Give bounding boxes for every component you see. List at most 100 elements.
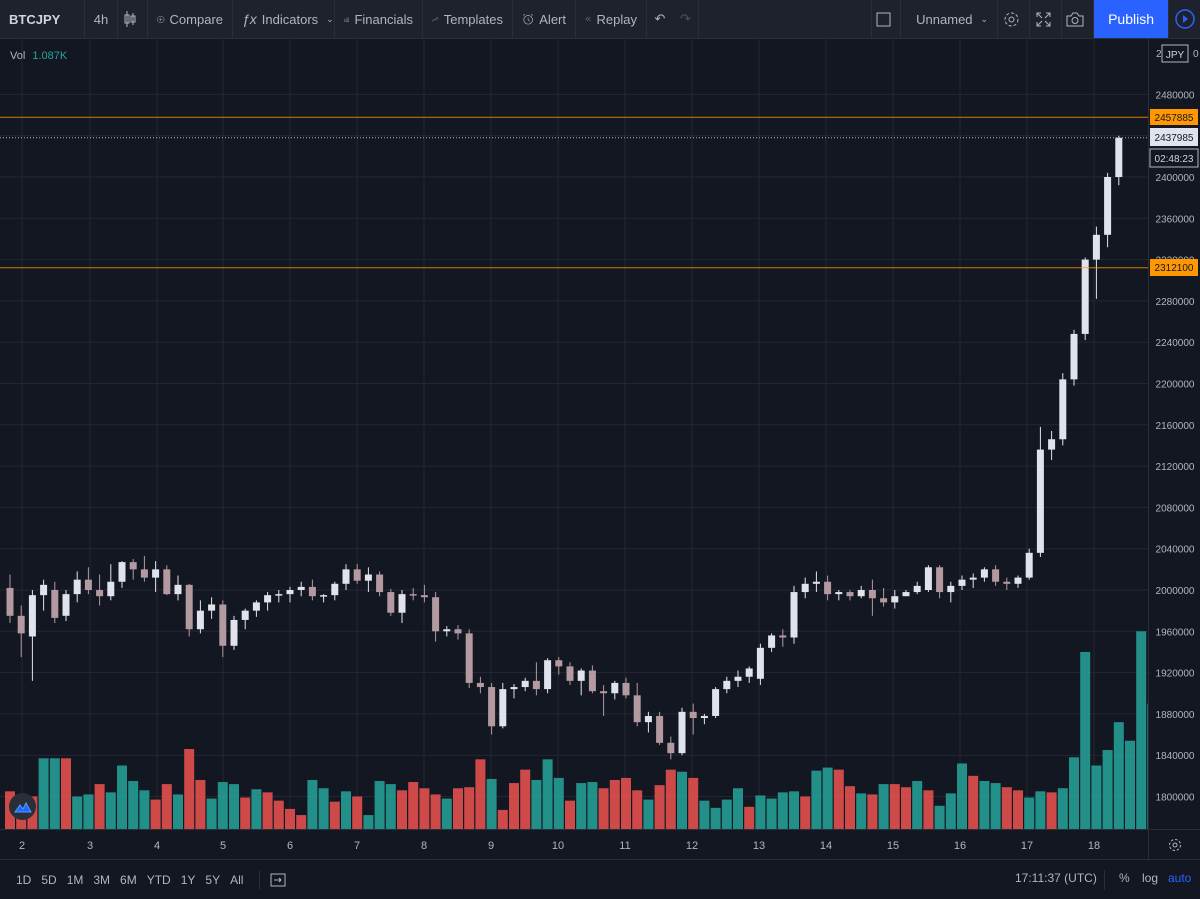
interval-button[interactable]: 4h — [85, 0, 118, 38]
candle-body — [644, 715, 652, 723]
fullscreen-button[interactable] — [1030, 0, 1063, 38]
candle-body — [286, 590, 294, 595]
range-5y-button[interactable]: 5Y — [205, 872, 221, 887]
candle-body — [633, 695, 641, 723]
candle-body — [891, 596, 899, 603]
axis-settings-button[interactable] — [1148, 830, 1200, 860]
range-all-button[interactable]: All — [230, 872, 244, 887]
templates-icon — [432, 16, 439, 22]
volume-bar — [520, 769, 531, 829]
price-axis-label: 2160000 — [1156, 421, 1195, 432]
candle-body — [1003, 581, 1011, 584]
volume-bar — [497, 809, 508, 829]
alarm-clock-icon — [523, 13, 534, 25]
volume-bar — [1113, 722, 1124, 829]
candle-body — [1104, 177, 1112, 235]
range-1d-button[interactable]: 1D — [16, 872, 32, 887]
range-5d-button[interactable]: 5D — [41, 872, 57, 887]
alert-label: Alert — [539, 11, 566, 27]
candle-body — [62, 594, 70, 616]
range-1m-button[interactable]: 1M — [66, 872, 84, 887]
replay-button[interactable]: Replay — [576, 0, 647, 38]
candle-body — [734, 676, 742, 681]
log-scale-button[interactable]: log — [1142, 871, 1159, 885]
auto-scale-button[interactable]: auto — [1168, 871, 1192, 885]
compare-button[interactable]: Compare — [148, 0, 233, 38]
candle-body — [689, 711, 697, 719]
candle-body — [364, 574, 372, 581]
range-ytd-button[interactable]: YTD — [146, 872, 171, 887]
range-6m-button[interactable]: 6M — [120, 872, 137, 887]
settings-button[interactable] — [998, 0, 1031, 38]
volume-bar — [587, 782, 598, 829]
alert-button[interactable]: Alert — [513, 0, 576, 38]
utc-clock[interactable]: 17:11:37 (UTC) — [1015, 871, 1097, 885]
volume-legend-label: Vol — [10, 50, 26, 62]
candle-body — [40, 584, 48, 596]
candle-body — [700, 715, 708, 719]
candle-body — [275, 594, 283, 596]
volume-bar — [374, 781, 385, 829]
chevron-down-icon: ⌄ — [980, 13, 989, 24]
templates-button[interactable]: Templates — [423, 0, 513, 38]
price-label-partial-right: 0 — [1193, 49, 1199, 60]
time-axis[interactable]: 2 3 4 5 6 7 8 9 10 11 12 13 14 15 16 17 … — [0, 829, 1200, 860]
volume-bar — [733, 788, 743, 829]
volume-bar — [307, 779, 318, 829]
candle-body — [208, 604, 216, 611]
price-axis[interactable]: 2480000244000024000002360000232000022800… — [1148, 38, 1200, 829]
volume-bar — [621, 777, 631, 829]
candle-body — [835, 592, 843, 595]
snapshot-button[interactable] — [1062, 0, 1095, 38]
cloud-icon — [910, 18, 912, 20]
volume-bar — [531, 779, 542, 829]
volume-bar — [1013, 790, 1023, 829]
time-label: 9 — [488, 840, 494, 852]
publish-button[interactable]: Publish — [1094, 0, 1168, 38]
volume-bar — [654, 785, 665, 829]
candle-body — [1070, 333, 1078, 380]
symbol-search-button[interactable]: BTCJPY — [0, 0, 85, 38]
candle-body — [1092, 234, 1100, 260]
volume-bar — [934, 805, 945, 829]
undo-button[interactable]: ↶ — [647, 0, 673, 38]
volume-bar — [990, 783, 1001, 829]
indicators-button[interactable]: ƒx Indicators ⌄ — [233, 0, 335, 38]
candle-body — [924, 567, 932, 590]
range-1y-button[interactable]: 1Y — [180, 872, 196, 887]
candle-body — [432, 597, 440, 632]
chart-type-button[interactable] — [118, 0, 148, 38]
range-3m-button[interactable]: 3M — [93, 872, 111, 887]
time-label: 18 — [1088, 840, 1100, 852]
play-circle-icon — [1174, 9, 1195, 29]
goto-date-button[interactable] — [270, 872, 286, 888]
candle-body — [1048, 439, 1056, 450]
layout-select-button[interactable] — [871, 0, 902, 38]
logo-button[interactable] — [9, 793, 36, 820]
volume-bar — [1102, 750, 1113, 829]
percent-scale-button[interactable]: % — [1119, 871, 1130, 885]
replay-label: Replay — [596, 11, 637, 27]
candle-body — [566, 666, 574, 681]
play-button[interactable] — [1168, 0, 1200, 38]
top-toolbar: BTCJPY 4h Compare ƒx Indicators ⌄ Financ… — [0, 0, 1200, 39]
candle-body — [947, 585, 955, 593]
volume-bar — [777, 792, 788, 829]
candle-body — [174, 584, 182, 595]
volume-bar — [94, 784, 105, 829]
candle-body — [622, 682, 630, 696]
layout-name-button[interactable]: Unnamed ⌄ — [901, 0, 999, 38]
time-axis-labels: 2 3 4 5 6 7 8 9 10 11 12 13 14 15 16 17 … — [19, 840, 1100, 852]
volume-bar — [464, 787, 475, 829]
redo-button[interactable]: ↷ — [673, 0, 699, 38]
price-axis-label: 2480000 — [1156, 90, 1195, 101]
chart-pane[interactable] — [0, 38, 1148, 829]
price-axis-label: 1840000 — [1156, 751, 1195, 762]
financials-button[interactable]: Financials — [335, 0, 423, 38]
time-label: 13 — [753, 840, 765, 852]
candle-body — [387, 592, 395, 613]
volume-bar — [453, 788, 463, 829]
redo-icon: ↷ — [680, 11, 691, 26]
candle-body — [163, 569, 171, 595]
candle-body — [376, 574, 384, 593]
